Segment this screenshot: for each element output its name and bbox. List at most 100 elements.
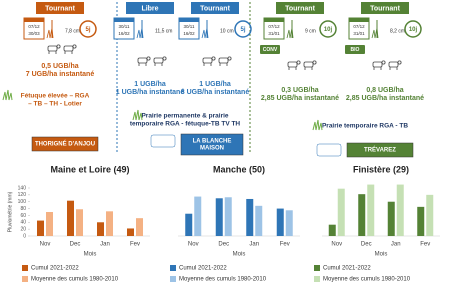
bar	[246, 198, 254, 236]
mode-label: Tournant	[200, 5, 230, 12]
logo	[316, 143, 342, 157]
stocking-rate: 1 UGB/ha	[134, 81, 166, 88]
cow-icon	[137, 57, 148, 64]
y-tick-label: 80	[20, 206, 26, 212]
rotation-icon	[319, 20, 337, 38]
x-tick-label: Fev	[420, 242, 430, 248]
calendar-strip	[114, 18, 134, 22]
grass-icon	[132, 109, 143, 121]
legend-swatch	[22, 265, 28, 271]
x-tick-label: Dec	[218, 242, 229, 248]
legend-swatch	[22, 276, 28, 282]
calendar-strip	[179, 18, 199, 22]
x-tick-label: Fev	[280, 242, 290, 248]
grass-icon	[286, 27, 294, 39]
stocking-rate: 2,85 UGB/ha instantané	[346, 95, 424, 102]
crop-text: Fétuque élevée – RGA	[21, 93, 90, 100]
calendar-date: 07/12	[353, 24, 365, 29]
mode-label: Tournant	[45, 5, 75, 12]
cow-icon	[388, 61, 399, 68]
stocking-rate: 0,5 UGB/ha	[41, 63, 78, 70]
y-tick-label: 40	[20, 220, 26, 226]
x-axis-label: Mois	[375, 252, 388, 258]
chart-title: Maine et Loire (49)	[50, 164, 129, 174]
cow-icon	[162, 56, 167, 61]
grass-height: 10 cm	[220, 28, 234, 34]
mode-badge	[126, 2, 174, 14]
system-badge	[345, 45, 365, 54]
bar	[194, 196, 202, 236]
bar	[185, 213, 193, 236]
grass-icon	[371, 27, 379, 39]
crop-text: temporaire RGA - fétuque-TB TV TH	[130, 121, 241, 128]
system-label: CONV	[263, 47, 278, 53]
mode-badge	[276, 2, 324, 14]
x-tick-label: Dec	[70, 242, 81, 248]
rotation-icon	[79, 20, 97, 38]
stocking-rate: 2,85 UGB/ha instantané	[261, 95, 339, 102]
site-name: THORIGNÉ D'ANJOU	[35, 140, 95, 148]
calendar-date: 30/03	[28, 31, 40, 36]
site-button	[180, 133, 244, 156]
cow-icon	[303, 61, 314, 68]
cow-icon	[211, 56, 216, 61]
chart-title: Finistère (29)	[353, 164, 409, 174]
cow-icon	[202, 57, 213, 64]
mode-badge	[36, 2, 84, 14]
x-tick-label: Fev	[130, 242, 140, 248]
x-tick-label: Nov	[188, 242, 199, 248]
bar	[136, 218, 143, 236]
cow-icon	[218, 57, 229, 64]
bar	[67, 200, 74, 236]
cow-icon	[381, 60, 386, 65]
site-name: TRÉVAREZ	[364, 146, 396, 154]
y-tick-label: 20	[20, 226, 26, 232]
bar	[37, 220, 44, 236]
grass-icon	[312, 119, 323, 131]
bar	[276, 208, 284, 236]
grass-icon	[2, 89, 13, 101]
rotation-days: 10j	[324, 27, 333, 33]
legend-swatch	[170, 276, 176, 282]
bar	[224, 197, 232, 236]
x-tick-label: Jan	[249, 242, 259, 248]
bar	[417, 206, 425, 236]
rotation-days: 5j	[240, 27, 245, 33]
legend-swatch	[170, 265, 176, 271]
system-badge	[260, 45, 280, 54]
y-tick-label: 0	[23, 233, 26, 239]
calendar-strip	[264, 18, 284, 22]
bar	[127, 228, 134, 236]
calendar-strip	[24, 18, 44, 22]
bar	[76, 209, 83, 236]
cow-icon	[312, 60, 317, 65]
cow-icon	[153, 57, 164, 64]
stocking-rate: 7 UGB/ha instantané	[26, 71, 95, 78]
bar	[367, 184, 375, 236]
grass-icon	[201, 27, 209, 39]
calendar-date: 16/02	[183, 31, 195, 36]
mode-badge	[191, 2, 239, 14]
legend-swatch	[314, 265, 320, 271]
site-button	[346, 142, 414, 158]
logo	[150, 134, 176, 148]
crop-text: Prairie temporaire RGA - TB	[322, 123, 408, 130]
y-tick-label: 120	[18, 192, 27, 198]
legend-label: Moyenne des cumuls 1980-2010	[31, 277, 119, 283]
calendar-date: 31/01	[353, 31, 365, 36]
y-tick-label: 60	[20, 213, 26, 219]
y-tick-label: 100	[18, 199, 27, 205]
bar	[255, 205, 263, 236]
bar	[285, 210, 293, 236]
cow-icon	[63, 45, 74, 52]
mode-label: Tournant	[285, 5, 315, 12]
grass-height: 11,5 cm	[155, 28, 172, 34]
bar	[387, 201, 395, 236]
cow-icon	[372, 61, 383, 68]
grass-height: 9 cm	[305, 28, 316, 34]
x-tick-label: Nov	[331, 242, 342, 248]
cow-icon	[72, 44, 77, 49]
stocking-rate: 0,3 UGB/ha	[281, 87, 318, 94]
bar	[358, 194, 366, 236]
grass-icon	[136, 27, 144, 39]
